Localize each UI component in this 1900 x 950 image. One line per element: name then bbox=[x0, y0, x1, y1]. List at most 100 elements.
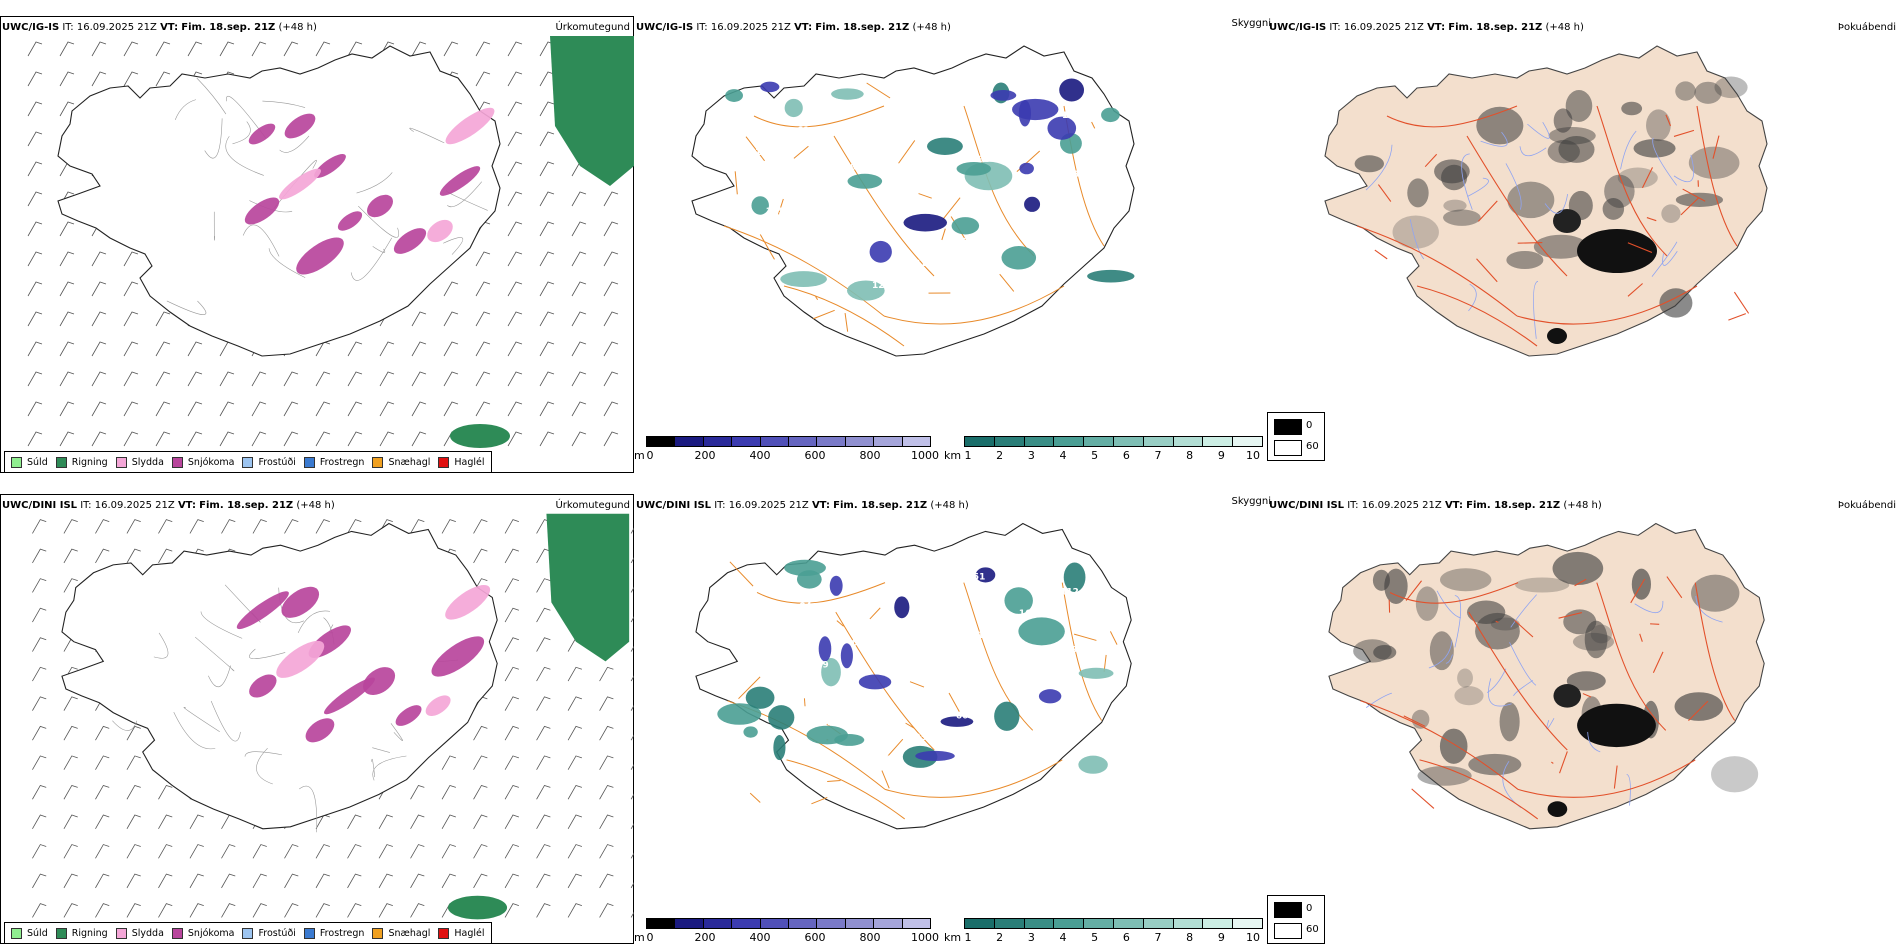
cloud-base-colorbar-row2: m 0 200 400 600 800 1000 bbox=[634, 918, 939, 948]
visibility-value-label: 186 bbox=[861, 222, 880, 232]
row1-vis-header: UWC/IG-IS IT: 16.09.2025 21Z VT: Fim. 18… bbox=[636, 22, 951, 33]
precip-legend: Súld Rigning Slydda Snjókoma Frostúði Fr… bbox=[4, 922, 492, 944]
visibility-value-label: 66 bbox=[903, 200, 916, 210]
colorbar-tick: 4 bbox=[1059, 931, 1067, 944]
fog-panel-row2: UWC/DINI ISL IT: 16.09.2025 21Z VT: Fim.… bbox=[1267, 494, 1900, 944]
colorbar-tick: 800 bbox=[859, 931, 881, 944]
legend-item-haglel: Haglél bbox=[438, 456, 485, 468]
visibility-value-label: 152 bbox=[925, 594, 944, 604]
colorbar-tick: 1000 bbox=[911, 931, 939, 944]
precip-type-panel-row2: UWC/DINI ISL IT: 16.09.2025 21Z VT: Fim.… bbox=[0, 494, 634, 944]
visibility-value-label: 89 bbox=[1009, 274, 1022, 284]
precip-type-panel-row1: UWC/IG-IS IT: 16.09.2025 21Z VT: Fim. 18… bbox=[0, 16, 634, 473]
colorbar-tick: 1 bbox=[964, 449, 972, 462]
colorbar-tick: 7 bbox=[1154, 931, 1162, 944]
visibility-value-label: 96 bbox=[850, 163, 863, 173]
visibility-value-label: 167 bbox=[1062, 111, 1081, 121]
row1-header: UWC/IG-IS IT: 16.09.2025 21Z VT: Fim. 18… bbox=[2, 22, 317, 33]
legend-item-snjokoma: Snjókoma bbox=[171, 456, 234, 468]
cloud-base-colorbar-row1: m 0 200 400 600 800 1000 bbox=[634, 436, 939, 466]
colorbar-tick: 800 bbox=[859, 449, 881, 462]
visibility-map: 77 61 96 66 162 89 167 175 187 186 31 67 100 304 285 49… bbox=[691, 45, 1135, 357]
cloud-base-bar bbox=[646, 918, 931, 929]
legend-item-frostudi: Frostúði bbox=[242, 927, 296, 939]
fog-key-row1: 0 60 bbox=[1267, 412, 1325, 461]
visibility-panel-row1: 77 61 96 66 162 89 167 175 187 186 31 67 100 304 285 49… bbox=[634, 16, 1271, 473]
colorbar-tick: 1000 bbox=[911, 449, 939, 462]
visibility-title: Skyggni bbox=[1231, 496, 1271, 507]
visibility-value-label: 100 bbox=[1020, 133, 1039, 143]
visibility-value-label: 422 bbox=[1008, 748, 1027, 758]
legend-item-snjokoma: Snjókoma bbox=[171, 927, 234, 939]
legend-item-snaehagl: Snæhagl bbox=[372, 927, 430, 939]
colorbar-tick: 6 bbox=[1122, 931, 1130, 944]
visibility-value-label: 491 bbox=[819, 244, 838, 254]
visibility-title: Skyggni bbox=[1231, 18, 1271, 29]
colorbar-tick: 2 bbox=[996, 449, 1004, 462]
visibility-value-label: 207 bbox=[904, 675, 923, 685]
fog-panel-row1: UWC/IG-IS IT: 16.09.2025 21Z VT: Fim. 18… bbox=[1267, 16, 1900, 473]
visibility-map: 59 84 63 207 60 422 112 144 269 703 253 151 165 97 91 2… bbox=[695, 522, 1132, 830]
colorbar-tick: 5 bbox=[1091, 449, 1099, 462]
colorbar-tick: 400 bbox=[749, 931, 771, 944]
colorbar-tick: 9 bbox=[1217, 931, 1225, 944]
visibility-bar bbox=[964, 436, 1263, 447]
colorbar-tick: 10 bbox=[1246, 449, 1260, 462]
legend-item-sud: Súld bbox=[11, 927, 48, 939]
fog-title: Þokuábendi bbox=[1837, 22, 1896, 33]
colorbar-tick: 6 bbox=[1122, 449, 1130, 462]
visibility-value-label: 151 bbox=[967, 573, 986, 583]
fog-key-row2: 0 60 bbox=[1267, 895, 1325, 944]
colorbar-tick: 1 bbox=[964, 931, 972, 944]
colorbar-tick: 200 bbox=[694, 449, 716, 462]
visibility-value-label: 93 bbox=[978, 155, 991, 165]
visibility-bar bbox=[964, 918, 1263, 929]
colorbar-tick: 5 bbox=[1091, 931, 1099, 944]
visibility-value-label: 122 bbox=[872, 281, 891, 291]
precip-legend: Súld Rigning Slydda Snjókoma Frostúði Fr… bbox=[4, 451, 492, 473]
visibility-value-label: 18 bbox=[978, 631, 990, 641]
colorbar-tick: 0 bbox=[646, 449, 654, 462]
visibility-value-label: 187 bbox=[808, 185, 827, 195]
visibility-value-label: 61 bbox=[797, 126, 810, 136]
row1-fog-header: UWC/IG-IS IT: 16.09.2025 21Z VT: Fim. 18… bbox=[1269, 22, 1584, 33]
colorbar-tick: 400 bbox=[749, 449, 771, 462]
fog-map bbox=[1328, 522, 1765, 830]
visibility-value-label: 269 bbox=[810, 660, 829, 670]
colorbar-tick: 600 bbox=[804, 931, 826, 944]
visibility-value-label: 59 bbox=[747, 566, 759, 576]
visibility-value-label: 60 bbox=[956, 712, 968, 722]
precip-type-map bbox=[27, 36, 634, 448]
colorbar-tick: 8 bbox=[1186, 449, 1194, 462]
visibility-value-label: 75 bbox=[925, 118, 938, 128]
row2-header: UWC/DINI ISL IT: 16.09.2025 21Z VT: Fim.… bbox=[2, 500, 335, 511]
visibility-value-label: 703 bbox=[862, 697, 881, 707]
legend-item-sud: Súld bbox=[11, 456, 48, 468]
legend-item-frostregn: Frostregn bbox=[303, 927, 364, 939]
precip-title: Úrkomutegund bbox=[555, 500, 630, 511]
visibility-value-label: 91 bbox=[769, 682, 781, 692]
legend-item-rigning: Rigning bbox=[55, 456, 108, 468]
visibility-value-label: 112 bbox=[1060, 587, 1079, 597]
legend-item-snaehagl: Snæhagl bbox=[372, 456, 430, 468]
colorbar-tick: 2 bbox=[996, 931, 1004, 944]
visibility-colorbar-row1: km 1 2 3 4 5 6 7 8 9 10 bbox=[944, 436, 1264, 466]
visibility-value-label: 84 bbox=[799, 602, 811, 612]
row2-fog-header: UWC/DINI ISL IT: 16.09.2025 21Z VT: Fim.… bbox=[1269, 500, 1602, 511]
visibility-panel-row2: 59 84 63 207 60 422 112 144 269 703 253 151 165 97 91 2… bbox=[634, 494, 1271, 944]
legend-item-slydda: Slydda bbox=[115, 456, 164, 468]
colorbar-tick: 600 bbox=[804, 449, 826, 462]
visibility-value-label: 31 bbox=[914, 259, 927, 269]
visibility-value-label: 77 bbox=[744, 89, 757, 99]
cloud-base-bar bbox=[646, 436, 931, 447]
colorbar-tick: 3 bbox=[1027, 449, 1035, 462]
visibility-value-label: 97 bbox=[1071, 646, 1083, 656]
visibility-value-label: 285 bbox=[766, 207, 785, 217]
visibility-value-label: 175 bbox=[755, 148, 774, 158]
fog-map bbox=[1324, 45, 1768, 357]
precip-title: Úrkomutegund bbox=[555, 22, 630, 33]
legend-item-frostregn: Frostregn bbox=[303, 456, 364, 468]
legend-item-rigning: Rigning bbox=[55, 927, 108, 939]
legend-item-frostudi: Frostúði bbox=[242, 456, 296, 468]
colorbar-tick: 4 bbox=[1059, 449, 1067, 462]
